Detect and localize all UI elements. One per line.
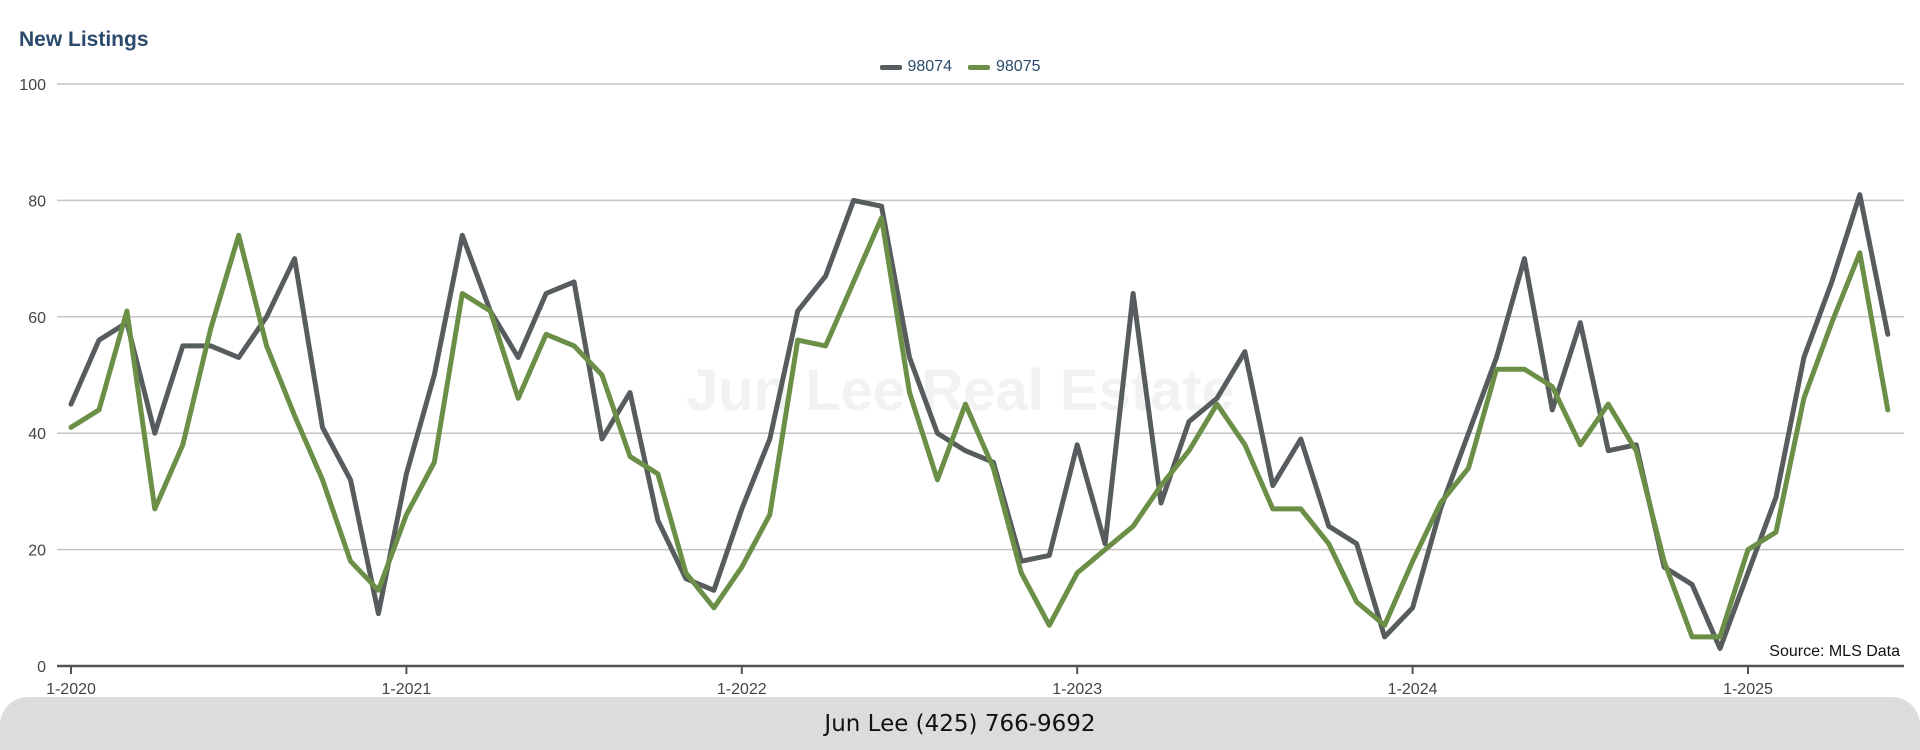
legend-swatch-98075	[968, 64, 990, 70]
legend-swatch-98074	[879, 64, 902, 70]
series-lines	[68, 192, 1891, 651]
x-tick-label: 1-2022	[717, 681, 767, 698]
y-tick-label: 20	[28, 543, 46, 560]
x-tick-label: 1-2025	[1723, 681, 1773, 698]
x-tick-label: 1-2020	[46, 681, 96, 698]
chart-legend: 98074 98075	[0, 58, 1920, 76]
source-note: Source: MLS Data	[1767, 643, 1902, 661]
x-tick-label: 1-2021	[381, 681, 431, 698]
y-axis-ticks: 0 20 40 60 80 100	[19, 77, 46, 676]
series-line-98074[interactable]	[68, 192, 1891, 651]
series-line-98075[interactable]	[68, 215, 1891, 640]
legend-label-98074: 98074	[907, 58, 953, 75]
y-tick-label: 0	[37, 659, 46, 676]
gridlines	[57, 83, 1904, 551]
x-axis: 1-2020 1-2021 1-2022 1-2023 1-2024 1-2025	[46, 664, 1904, 698]
footer-bar: Jun Lee (425) 766-9692	[0, 697, 1920, 750]
y-tick-label: 80	[28, 193, 46, 210]
legend-label-98075: 98075	[996, 58, 1041, 75]
footer-contact: Jun Lee (425) 766-9692	[824, 710, 1096, 737]
y-tick-label: 100	[19, 77, 46, 94]
y-tick-label: 60	[28, 310, 46, 327]
x-tick-label: 1-2023	[1052, 681, 1102, 698]
chart-title: New Listings	[19, 28, 149, 51]
x-tick-label: 1-2024	[1388, 681, 1438, 698]
legend-item-98075[interactable]: 98075	[968, 58, 1041, 76]
y-tick-label: 40	[28, 426, 46, 443]
legend-item-98074[interactable]: 98074	[879, 58, 953, 76]
